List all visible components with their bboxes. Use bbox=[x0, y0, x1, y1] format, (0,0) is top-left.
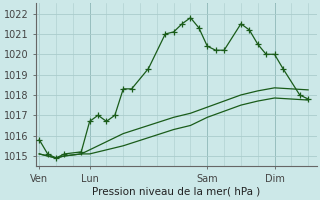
X-axis label: Pression niveau de la mer( hPa ): Pression niveau de la mer( hPa ) bbox=[92, 187, 260, 197]
